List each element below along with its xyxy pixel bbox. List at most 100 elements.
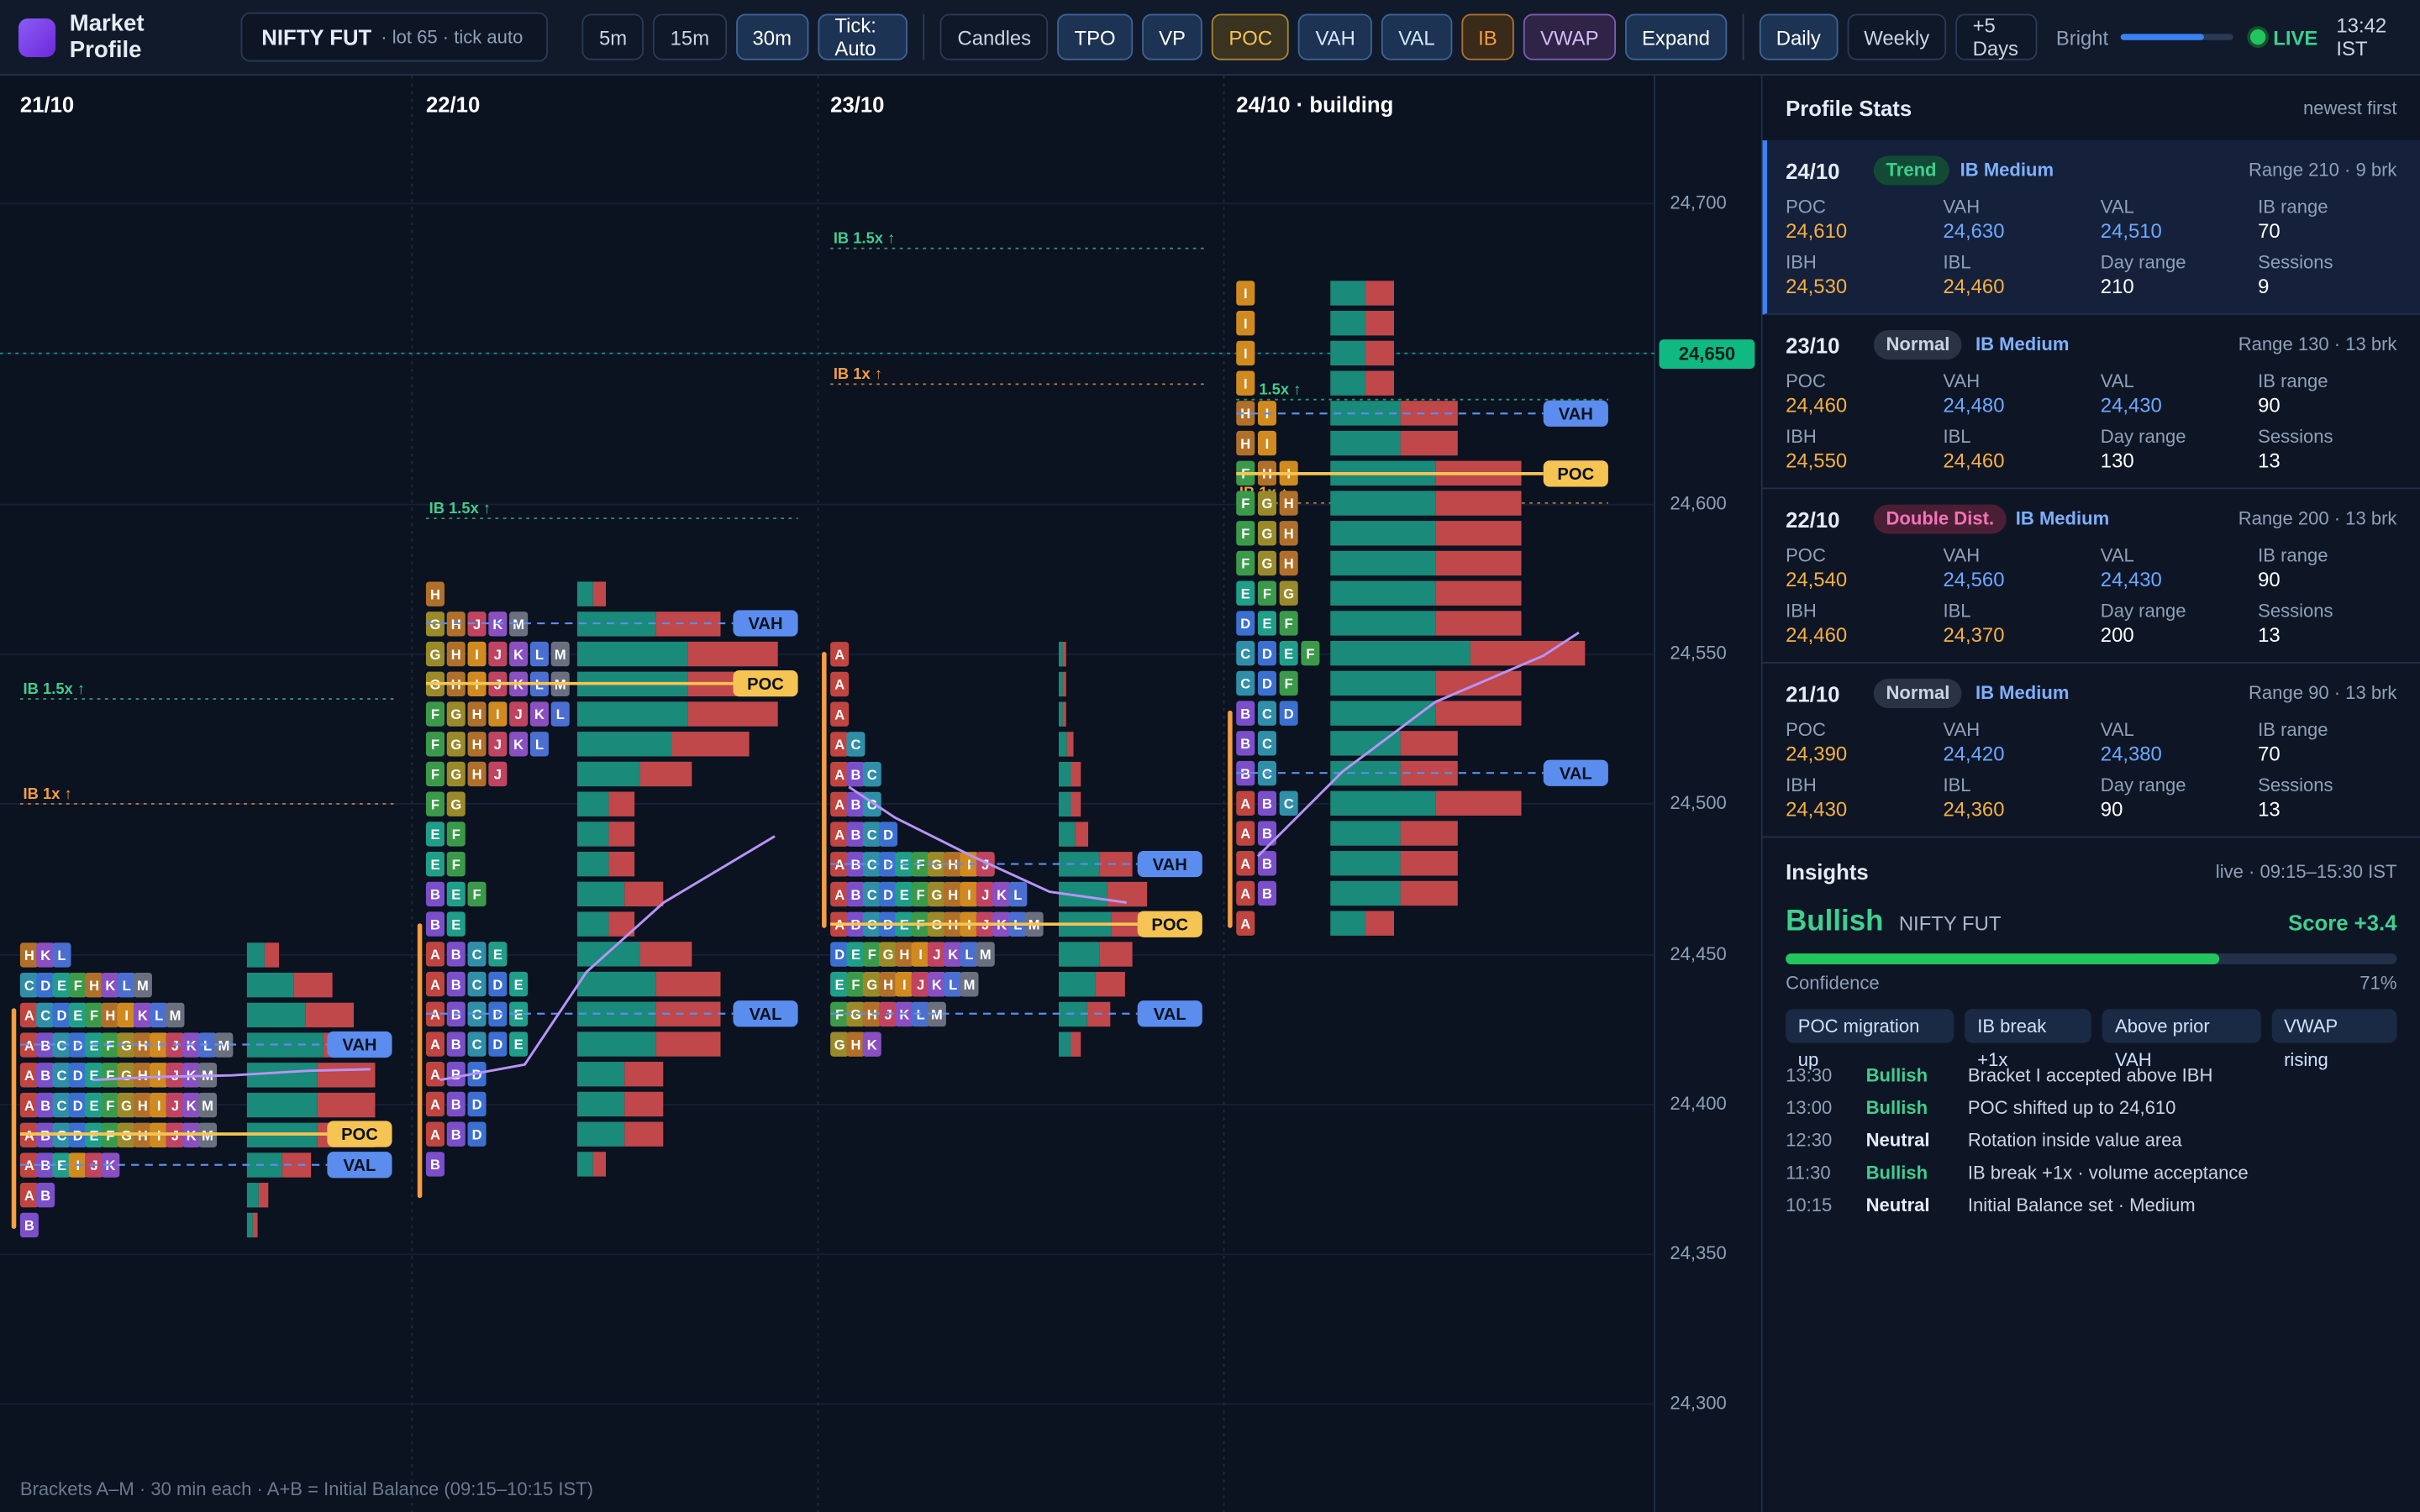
tpo-letter: F: [431, 737, 439, 753]
ib-label: IB 1.5x ↑: [24, 680, 85, 697]
tpo-letter: L: [949, 977, 957, 993]
tpo-letter: F: [452, 857, 460, 873]
toolbar-button[interactable]: Daily: [1759, 13, 1839, 60]
field-value: 90: [2258, 567, 2281, 591]
tpo-letter: K: [187, 1037, 197, 1053]
tpo-box: [862, 972, 881, 997]
toolbar-button[interactable]: Candles: [940, 13, 1049, 60]
tpo-letter: A: [834, 887, 844, 903]
tpo-letter: B: [40, 1158, 50, 1173]
log-text: IB break +1x · volume acceptance: [1967, 1161, 2249, 1183]
tpo-letter: M: [931, 1007, 943, 1023]
toolbar-button[interactable]: IB: [1460, 13, 1514, 60]
field-value: 24,540: [1786, 567, 1848, 591]
tpo-letter: D: [73, 1127, 83, 1143]
volume-bar: [576, 881, 625, 907]
tpo-letter: I: [157, 1037, 161, 1053]
tpo-letter: I: [1265, 436, 1270, 452]
brightness-slider[interactable]: [2120, 34, 2234, 40]
tpo-letter: M: [202, 1098, 213, 1114]
level-pill: [327, 1121, 392, 1147]
volume-bar: [639, 761, 692, 787]
tpo-letter: A: [24, 1188, 34, 1204]
toolbar-button[interactable]: Tick: Auto: [818, 13, 908, 60]
volume-bar: [258, 1183, 269, 1208]
tpo-letter: G: [1262, 556, 1273, 572]
tpo-letter: F: [74, 978, 82, 994]
card-range: Range 90 · 13 brk: [2249, 681, 2397, 704]
tpo-letter: D: [1284, 706, 1294, 722]
toolbar-button[interactable]: VAH: [1298, 13, 1373, 60]
tpo-letter: B: [451, 1006, 461, 1022]
tpo-letter: F: [106, 1127, 114, 1143]
tpo-letter: J: [515, 706, 523, 722]
toolbar-button[interactable]: POC: [1212, 13, 1290, 60]
tpo-box: [1257, 640, 1276, 666]
volume-bar: [1059, 761, 1071, 787]
tpo-box: [1257, 821, 1276, 846]
toolbar-button[interactable]: TPO: [1057, 13, 1133, 60]
stats-order: newest first: [2302, 97, 2397, 119]
tpo-box: [101, 1063, 120, 1088]
tpo-letter: G: [1262, 496, 1273, 512]
volume-bar: [1365, 340, 1395, 366]
field-label: IBL: [1943, 251, 1971, 274]
toolbar-button[interactable]: 5m: [581, 13, 644, 60]
field-value: 24,480: [1943, 393, 2005, 417]
toolbar-button[interactable]: VAL: [1381, 13, 1452, 60]
tpo-box: [846, 972, 865, 997]
toolbar-button[interactable]: Expand: [1624, 13, 1728, 60]
volume-bar: [1365, 281, 1395, 306]
volume-bar: [1107, 881, 1148, 907]
tpo-letter: H: [472, 767, 482, 783]
tpo-letter: G: [450, 737, 461, 753]
volume-bar: [576, 1152, 593, 1177]
tpo-letter: L: [535, 737, 544, 753]
tpo-letter: C: [867, 827, 877, 843]
tpo-letter: K: [40, 948, 50, 963]
stats-card[interactable]: 22/10 Double Dist. IB Medium Range 200 · 13…: [1762, 489, 2420, 664]
toolbar-button[interactable]: Weekly: [1847, 13, 1947, 60]
tpo-box: [895, 942, 914, 967]
tpo-letter: G: [931, 857, 942, 873]
volume-bar: [576, 911, 609, 937]
symbol-selector[interactable]: NIFTY FUT · lot 65 · tick auto: [241, 12, 549, 62]
tpo-box: [550, 701, 570, 727]
tpo-box: [1236, 580, 1255, 606]
tpo-letter: A: [834, 797, 844, 813]
tpo-box: [85, 1002, 104, 1028]
stats-card[interactable]: 23/10 Normal IB Medium Range 130 · 13 brk PO…: [1762, 315, 2420, 490]
toolbar-button[interactable]: 30m: [735, 13, 809, 60]
tpo-box: [467, 701, 487, 727]
toolbar-button[interactable]: VP: [1141, 13, 1203, 60]
day-label: 23/10: [830, 94, 884, 118]
tpo-box: [1279, 701, 1298, 726]
tpo-letter: F: [1285, 676, 1293, 692]
tpo-letter: F: [1306, 646, 1314, 662]
volume-bar: [576, 612, 656, 637]
tpo-letter: E: [900, 887, 909, 903]
toolbar-button[interactable]: +5 Days: [1955, 13, 2038, 60]
tpo-box: [68, 1092, 87, 1118]
tpo-box: [1257, 851, 1276, 876]
level-label: VAL: [750, 1005, 782, 1024]
insight-log: 13:30 Bullish Bracket I accepted above IBH…: [1786, 1058, 2396, 1221]
tpo-letter: M: [202, 1127, 213, 1143]
stats-card[interactable]: 24/10 Trend IB Medium Range 210 · 9 brk POC 2…: [1762, 140, 2420, 315]
tpo-letter: D: [1262, 646, 1272, 662]
tpo-box: [117, 1092, 136, 1118]
tpo-box: [1236, 880, 1255, 906]
ib-class: IB Medium: [2015, 507, 2110, 529]
tpo-box: [879, 972, 898, 997]
card-range: Range 200 · 13 brk: [2238, 507, 2397, 529]
tpo-box: [488, 1032, 508, 1057]
stats-card[interactable]: 21/10 Normal IB Medium Range 90 · 13 brk POC…: [1762, 664, 2420, 838]
log-tone: Bullish: [1865, 1161, 1928, 1183]
toolbar-button[interactable]: VWAP: [1523, 13, 1616, 60]
toolbar-button[interactable]: 15m: [653, 13, 727, 60]
volume-bar: [1330, 670, 1436, 696]
volume-bar: [1400, 851, 1458, 876]
field-label: Sessions: [2258, 774, 2333, 796]
tpo-letter: G: [850, 1007, 861, 1023]
tpo-box: [446, 1121, 466, 1147]
